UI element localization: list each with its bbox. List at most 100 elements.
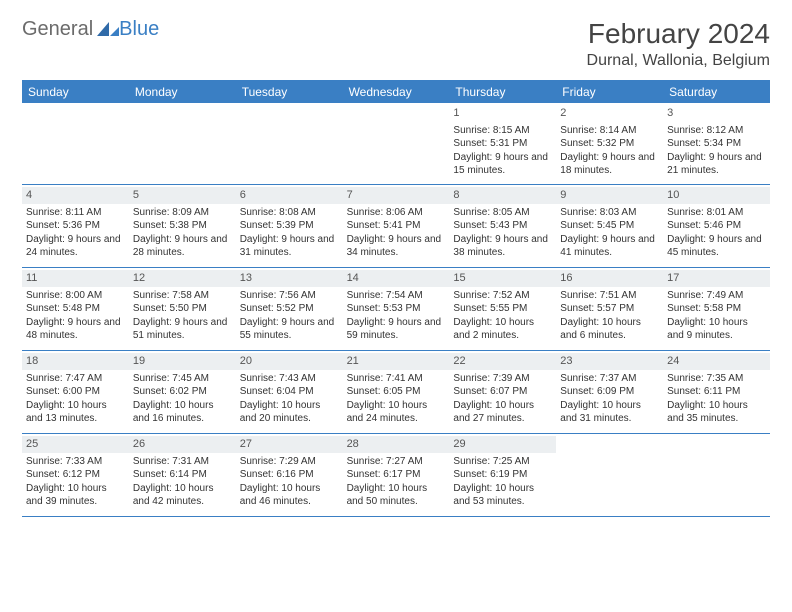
- sunrise-text: Sunrise: 8:06 AM: [347, 206, 446, 220]
- day-cell: [663, 434, 770, 516]
- day-number: 23: [556, 353, 663, 370]
- sunrise-text: Sunrise: 8:15 AM: [453, 124, 552, 138]
- sunset-text: Sunset: 5:53 PM: [347, 302, 446, 316]
- day-cell: 16Sunrise: 7:51 AMSunset: 5:57 PMDayligh…: [556, 268, 663, 350]
- logo-sail-icon: [95, 20, 121, 40]
- sunset-text: Sunset: 5:34 PM: [667, 137, 766, 151]
- header: General Blue February 2024 Durnal, Wallo…: [22, 18, 770, 70]
- daylight-text: Daylight: 9 hours and 51 minutes.: [133, 316, 232, 343]
- sunrise-text: Sunrise: 7:27 AM: [347, 455, 446, 469]
- sunset-text: Sunset: 5:41 PM: [347, 219, 446, 233]
- daylight-text: Daylight: 10 hours and 13 minutes.: [26, 399, 125, 426]
- sunset-text: Sunset: 5:57 PM: [560, 302, 659, 316]
- location: Durnal, Wallonia, Belgium: [587, 52, 770, 70]
- sunrise-text: Sunrise: 8:11 AM: [26, 206, 125, 220]
- daylight-text: Daylight: 10 hours and 50 minutes.: [347, 482, 446, 509]
- day-cell: 25Sunrise: 7:33 AMSunset: 6:12 PMDayligh…: [22, 434, 129, 516]
- day-cell: 5Sunrise: 8:09 AMSunset: 5:38 PMDaylight…: [129, 185, 236, 267]
- logo: General Blue: [22, 18, 159, 41]
- day-cell: 10Sunrise: 8:01 AMSunset: 5:46 PMDayligh…: [663, 185, 770, 267]
- day-cell: 18Sunrise: 7:47 AMSunset: 6:00 PMDayligh…: [22, 351, 129, 433]
- daylight-text: Daylight: 9 hours and 18 minutes.: [560, 151, 659, 178]
- day-number: 16: [556, 270, 663, 287]
- day-cell: 26Sunrise: 7:31 AMSunset: 6:14 PMDayligh…: [129, 434, 236, 516]
- day-number: 20: [236, 353, 343, 370]
- day-number: 2: [556, 105, 663, 122]
- sunrise-text: Sunrise: 8:14 AM: [560, 124, 659, 138]
- calendar: Sunday Monday Tuesday Wednesday Thursday…: [22, 80, 770, 517]
- sunset-text: Sunset: 5:46 PM: [667, 219, 766, 233]
- day-cell: 22Sunrise: 7:39 AMSunset: 6:07 PMDayligh…: [449, 351, 556, 433]
- sunrise-text: Sunrise: 7:43 AM: [240, 372, 339, 386]
- sunrise-text: Sunrise: 7:25 AM: [453, 455, 552, 469]
- sunrise-text: Sunrise: 7:45 AM: [133, 372, 232, 386]
- sunrise-text: Sunrise: 7:35 AM: [667, 372, 766, 386]
- sunset-text: Sunset: 5:50 PM: [133, 302, 232, 316]
- day-header: Tuesday: [236, 81, 343, 103]
- week-row: 4 Sunrise: 8:11 AMSunset: 5:36 PM Daylight…: [22, 185, 770, 268]
- daylight-text: Daylight: 10 hours and 31 minutes.: [560, 399, 659, 426]
- sunrise-text: Sunrise: 7:47 AM: [26, 372, 125, 386]
- title-block: February 2024 Durnal, Wallonia, Belgium: [587, 18, 770, 70]
- sunrise-text: Sunrise: 7:49 AM: [667, 289, 766, 303]
- sunset-text: Sunset: 6:05 PM: [347, 385, 446, 399]
- day-cell: 2Sunrise: 8:14 AMSunset: 5:32 PMDaylight…: [556, 103, 663, 184]
- day-cell: 23Sunrise: 7:37 AMSunset: 6:09 PMDayligh…: [556, 351, 663, 433]
- day-cell: [343, 103, 450, 184]
- day-number: 10: [663, 187, 770, 204]
- day-number: 25: [22, 436, 129, 453]
- day-number: 15: [449, 270, 556, 287]
- daylight-text: Daylight: 10 hours and 42 minutes.: [133, 482, 232, 509]
- sunrise-text: Sunrise: 7:37 AM: [560, 372, 659, 386]
- day-number: 14: [343, 270, 450, 287]
- day-cell: 27Sunrise: 7:29 AMSunset: 6:16 PMDayligh…: [236, 434, 343, 516]
- day-cell: 15Sunrise: 7:52 AMSunset: 5:55 PMDayligh…: [449, 268, 556, 350]
- day-number: 7: [343, 187, 450, 204]
- day-cell: 20 Sunrise: 7:43 AMSunset: 6:04 PMDayligh…: [236, 351, 343, 433]
- sunrise-text: Sunrise: 7:33 AM: [26, 455, 125, 469]
- day-number: 17: [663, 270, 770, 287]
- day-cell: 1Sunrise: 8:15 AMSunset: 5:31 PMDaylight…: [449, 103, 556, 184]
- sunset-text: Sunset: 6:11 PM: [667, 385, 766, 399]
- day-cell: 17Sunrise: 7:49 AMSunset: 5:58 PMDayligh…: [663, 268, 770, 350]
- day-header: Monday: [129, 81, 236, 103]
- sunset-text: Sunset: 5:31 PM: [453, 137, 552, 151]
- sunset-text: Sunset: 6:17 PM: [347, 468, 446, 482]
- week-row: 1Sunrise: 8:15 AMSunset: 5:31 PMDaylight…: [22, 103, 770, 185]
- day-cell: 7Sunrise: 8:06 AMSunset: 5:41 PMDaylight…: [343, 185, 450, 267]
- day-number: 4: [22, 187, 129, 204]
- day-cell: 9Sunrise: 8:03 AMSunset: 5:45 PMDaylight…: [556, 185, 663, 267]
- sunset-text: Sunset: 5:48 PM: [26, 302, 125, 316]
- day-number: 13: [236, 270, 343, 287]
- sunrise-text: Sunrise: 7:56 AM: [240, 289, 339, 303]
- day-number: 8: [449, 187, 556, 204]
- day-cell: 11Sunrise: 8:00 AMSunset: 5:48 PMDayligh…: [22, 268, 129, 350]
- daylight-text: Daylight: 10 hours and 2 minutes.: [453, 316, 552, 343]
- daylight-text: Daylight: 9 hours and 59 minutes.: [347, 316, 446, 343]
- day-cell: [556, 434, 663, 516]
- sunset-text: Sunset: 5:52 PM: [240, 302, 339, 316]
- sunrise-text: Sunrise: 7:31 AM: [133, 455, 232, 469]
- daylight-text: Daylight: 9 hours and 31 minutes.: [240, 233, 339, 260]
- sunset-text: Sunset: 5:36 PM: [26, 219, 125, 233]
- sunset-text: Sunset: 6:12 PM: [26, 468, 125, 482]
- sunset-text: Sunset: 6:07 PM: [453, 385, 552, 399]
- daylight-text: Daylight: 9 hours and 21 minutes.: [667, 151, 766, 178]
- day-number: 28: [343, 436, 450, 453]
- logo-text-general: General: [22, 18, 93, 41]
- day-cell: [22, 103, 129, 184]
- sunrise-text: Sunrise: 7:51 AM: [560, 289, 659, 303]
- month-title: February 2024: [587, 18, 770, 50]
- day-cell: 8Sunrise: 8:05 AMSunset: 5:43 PMDaylight…: [449, 185, 556, 267]
- daylight-text: Daylight: 10 hours and 9 minutes.: [667, 316, 766, 343]
- day-number: 18: [22, 353, 129, 370]
- sunrise-text: Sunrise: 8:00 AM: [26, 289, 125, 303]
- day-number: 3: [663, 105, 770, 122]
- sunset-text: Sunset: 6:16 PM: [240, 468, 339, 482]
- daylight-text: Daylight: 10 hours and 20 minutes.: [240, 399, 339, 426]
- week-row: 18Sunrise: 7:47 AMSunset: 6:00 PMDayligh…: [22, 351, 770, 434]
- sunset-text: Sunset: 6:14 PM: [133, 468, 232, 482]
- day-number: 21: [343, 353, 450, 370]
- day-header: Sunday: [22, 81, 129, 103]
- sunset-text: Sunset: 6:04 PM: [240, 385, 339, 399]
